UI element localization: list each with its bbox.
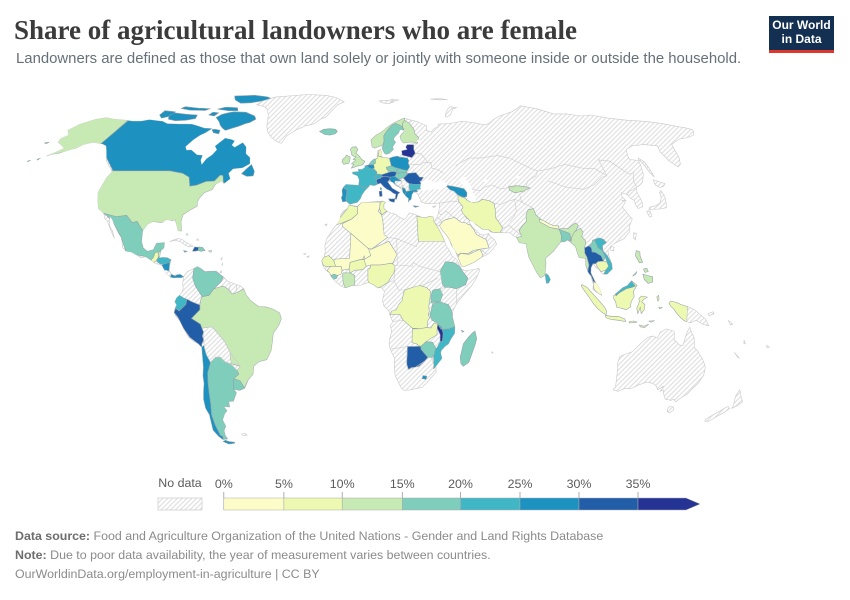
svg-text:5%: 5% <box>275 477 293 491</box>
svg-text:35%: 35% <box>626 477 651 491</box>
svg-text:10%: 10% <box>330 477 355 491</box>
svg-text:20%: 20% <box>448 477 473 491</box>
svg-text:No data: No data <box>158 476 202 490</box>
svg-text:0%: 0% <box>215 477 233 491</box>
svg-text:25%: 25% <box>508 477 533 491</box>
svg-text:15%: 15% <box>390 477 415 491</box>
svg-text:30%: 30% <box>567 477 592 491</box>
